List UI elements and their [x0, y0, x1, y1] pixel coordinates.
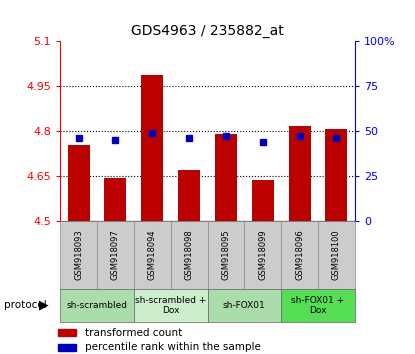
Bar — [58, 344, 76, 351]
Text: GSM918097: GSM918097 — [111, 229, 120, 280]
Bar — [105, 178, 127, 221]
Bar — [134, 221, 171, 289]
Text: ▶: ▶ — [39, 299, 49, 312]
Bar — [58, 330, 76, 336]
Text: GSM918099: GSM918099 — [258, 229, 267, 280]
Text: protocol: protocol — [4, 300, 47, 310]
Text: GSM918098: GSM918098 — [185, 229, 193, 280]
Bar — [141, 75, 163, 221]
Text: GSM918093: GSM918093 — [74, 229, 83, 280]
Bar — [171, 221, 208, 289]
Bar — [251, 180, 274, 221]
Bar — [281, 221, 318, 289]
Text: GSM918096: GSM918096 — [295, 229, 304, 280]
Bar — [208, 289, 281, 322]
Bar — [281, 289, 355, 322]
Text: sh-scrambled: sh-scrambled — [66, 301, 127, 310]
Bar — [318, 221, 355, 289]
Title: GDS4963 / 235882_at: GDS4963 / 235882_at — [131, 24, 284, 38]
Bar — [60, 289, 134, 322]
Bar — [244, 221, 281, 289]
Bar — [215, 134, 237, 221]
Text: sh-FOX01: sh-FOX01 — [223, 301, 266, 310]
Bar — [288, 126, 310, 221]
Bar — [60, 221, 97, 289]
Bar — [208, 221, 244, 289]
Text: percentile rank within the sample: percentile rank within the sample — [85, 342, 261, 352]
Text: sh-FOX01 +
Dox: sh-FOX01 + Dox — [291, 296, 344, 315]
Bar — [325, 130, 347, 221]
Text: GSM918100: GSM918100 — [332, 229, 341, 280]
Text: sh-scrambled +
Dox: sh-scrambled + Dox — [135, 296, 206, 315]
Text: GSM918094: GSM918094 — [148, 229, 157, 280]
Bar — [178, 170, 200, 221]
Bar — [97, 221, 134, 289]
Bar — [68, 144, 90, 221]
Bar — [134, 289, 208, 322]
Text: GSM918095: GSM918095 — [222, 229, 230, 280]
Text: transformed count: transformed count — [85, 328, 183, 338]
